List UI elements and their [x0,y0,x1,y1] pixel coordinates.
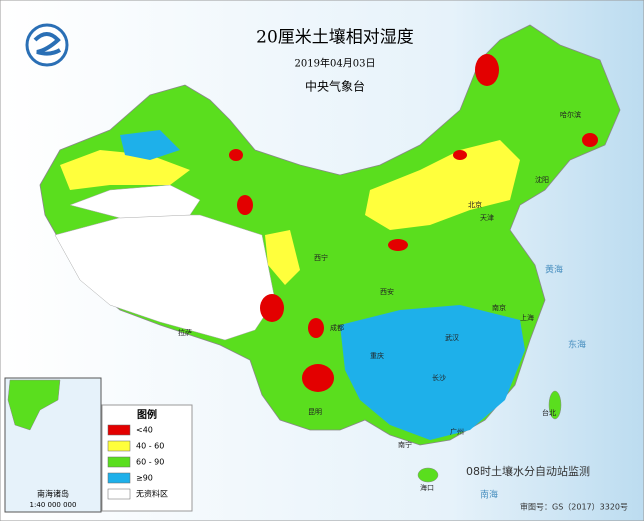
very-dry-areas [229,54,598,392]
place: 海口 [420,483,434,492]
legend-label: 60 - 90 [136,458,164,467]
inset-land [7,379,61,431]
sea-label: 东海 [568,339,586,351]
legend-swatch [107,488,131,500]
very-dry-spot [388,239,408,251]
place: 拉萨 [178,328,192,337]
island [417,467,439,483]
place: 南宁 [398,440,412,449]
place: 哈尔滨 [560,110,581,119]
date: 2019年04月03日 [295,57,376,70]
legend: 图例 <40 40 - 60 60 - 90 ≥90 无资料区 [101,404,193,512]
legend-label: 无资料区 [136,489,168,499]
title: 20厘米土壤相对湿度 [256,27,414,48]
logo [25,23,69,67]
inset-label: 南海诸岛 [37,489,69,499]
very-dry-spot [582,133,598,147]
place: 昆明 [308,408,322,416]
sea-label: 南海 [480,489,498,501]
legend-label: ≥90 [136,474,153,483]
place: 沈阳 [535,175,549,184]
place: 北京 [468,200,482,209]
wet-area [120,130,180,160]
sea-label: 黄海 [545,264,563,276]
place: 台北 [542,408,556,417]
approval: 审图号：GS（2017）3320号 [520,502,628,512]
place: 长沙 [432,373,446,382]
logo-mark [33,32,62,56]
inset-scale: 1:40 000 000 [30,501,77,509]
legend-label: 40 - 60 [136,442,164,451]
legend-swatch [107,456,131,468]
place: 上海 [520,313,534,322]
place: 重庆 [370,351,384,360]
island [548,390,562,420]
no-data-area [69,184,201,219]
legend-label: <40 [136,426,153,435]
very-dry-spot [237,195,253,215]
note: 08时土壤水分自动站监测 [466,464,590,478]
legend-swatch [107,424,131,436]
very-dry-spot [229,149,243,161]
place: 天津 [480,214,494,222]
very-dry-spot [260,294,284,322]
issuer: 中央气象台 [305,79,365,94]
place: 武汉 [445,333,459,342]
very-dry-spot [475,54,499,86]
legend-swatch [107,440,131,452]
place: 广州 [450,427,464,436]
place: 成都 [330,323,344,332]
dry-area [365,140,520,230]
place: 西宁 [314,253,328,262]
place: 南京 [492,303,506,312]
very-dry-spot [453,150,467,160]
legend-swatch [107,472,131,484]
very-dry-spot [302,364,334,392]
dry-area [60,150,190,190]
wet-area [340,305,525,440]
place: 西安 [380,287,394,296]
dry-area [265,230,300,285]
legend-title: 图例 [137,408,157,421]
very-dry-spot [308,318,324,338]
